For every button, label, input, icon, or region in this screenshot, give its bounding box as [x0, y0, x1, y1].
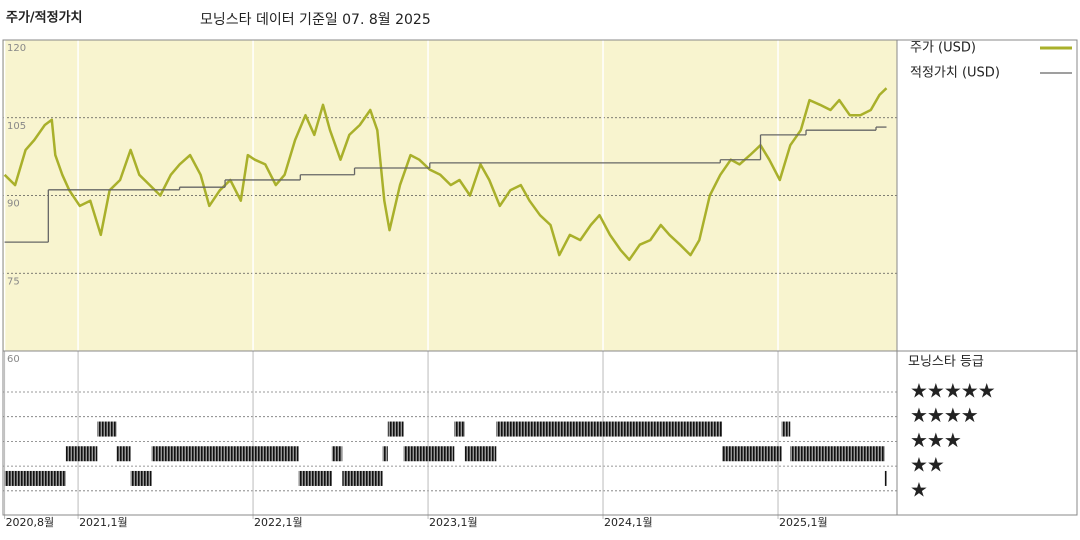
x-tick-label: 2023,1월	[429, 516, 478, 529]
rating-label: ★★★★	[910, 403, 978, 427]
price-panel	[3, 40, 897, 351]
rating-bar	[382, 446, 388, 462]
rating-bar	[331, 446, 343, 462]
rating-panel	[3, 351, 897, 515]
rating-bar	[884, 470, 887, 486]
chart-subtitle: 모닝스타 데이터 기준일 07. 8월 2025	[200, 12, 431, 28]
rating-title: 모닝스타 등급	[908, 355, 984, 370]
legend-label: 적정가치 (USD)	[910, 66, 1000, 81]
rating-bar	[387, 421, 404, 437]
rating-bar	[781, 421, 791, 437]
chart-title: 주가/적정가치	[6, 10, 83, 26]
rating-bar	[722, 446, 782, 462]
price-line	[3, 87, 888, 262]
y-tick-label: 120	[7, 43, 26, 54]
rating-bar	[454, 421, 465, 437]
x-tick-label: 2024,1월	[604, 516, 653, 529]
y-tick-label: 60	[7, 354, 20, 365]
rating-label: ★★	[910, 453, 944, 477]
rating-bar	[97, 421, 117, 437]
rating-bar	[4, 470, 66, 486]
x-tick-label: 2022,1월	[254, 516, 303, 529]
rating-bar	[342, 470, 383, 486]
rating-bar	[403, 446, 455, 462]
rating-bar	[496, 421, 723, 437]
rating-bar	[116, 446, 131, 462]
x-tick-label: 2021,1월	[79, 516, 128, 529]
rating-bar	[65, 446, 98, 462]
rating-bar	[298, 470, 332, 486]
rating-bar	[130, 470, 152, 486]
y-tick-label: 105	[7, 121, 26, 132]
rating-label: ★	[910, 477, 927, 501]
rating-label: ★★★★★	[910, 379, 995, 403]
y-tick-label: 75	[7, 276, 20, 287]
rating-bar	[790, 446, 885, 462]
rating-bar	[464, 446, 497, 462]
x-tick-label: 2020,8월	[6, 516, 55, 529]
rating-bar	[151, 446, 299, 462]
y-tick-label: 90	[7, 199, 20, 210]
rating-label: ★★★	[910, 428, 961, 452]
frame	[2, 39, 1078, 516]
legend-label: 주가 (USD)	[910, 41, 976, 56]
x-tick-label: 2025,1월	[779, 516, 828, 529]
